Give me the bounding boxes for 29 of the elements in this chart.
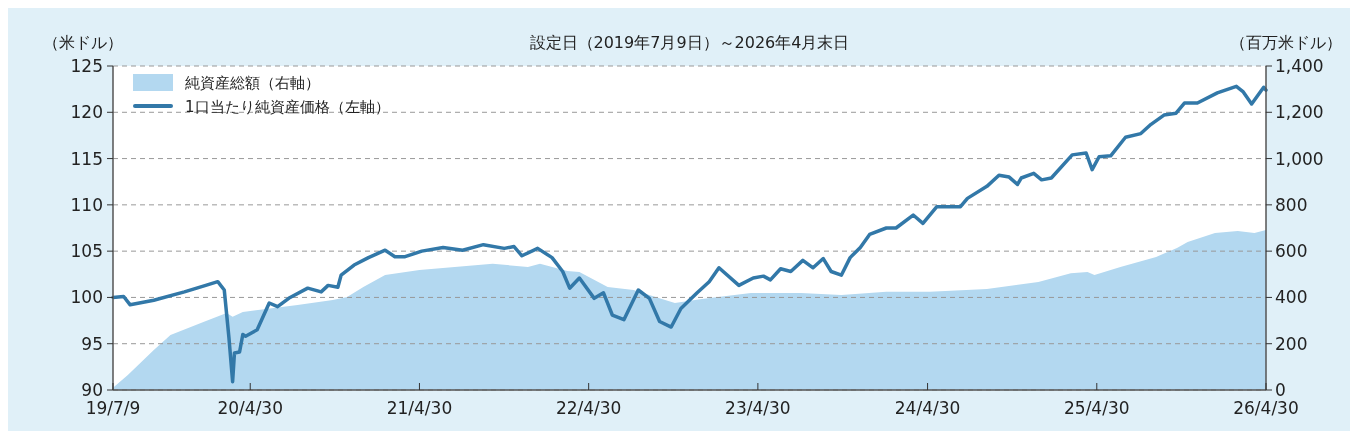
y2-tick-label: 600 [1275,241,1308,262]
x-tick-label: 24/4/30 [894,398,961,418]
y2-axis-title: （百万米ドル） [1230,33,1342,52]
x-tick-label: 22/4/30 [555,398,622,418]
y2-tick-label: 1,000 [1275,148,1324,169]
x-tick-label: 25/4/30 [1064,398,1130,418]
x-tick-label: 26/4/30 [1233,398,1299,418]
y-tick-label: 90 [81,380,103,400]
x-tick-label: 21/4/30 [386,398,453,418]
y-axis-title: （米ドル） [43,33,123,52]
y2-tick-label: 1,400 [1275,56,1324,76]
y-tick-label: 100 [70,287,103,308]
x-tick-label: 23/4/30 [725,398,791,418]
y-tick-label: 115 [70,148,103,169]
y2-tick-label: 800 [1275,194,1308,215]
y2-tick-label: 400 [1275,287,1308,308]
y-tick-label: 110 [70,194,103,215]
legend-label: 1口当たり純資産価格（左軸） [185,98,390,116]
legend-label: 純資産総額（右軸） [185,74,320,92]
y-tick-label: 120 [70,102,103,123]
chart-title: 設定日（2019年7月9日）～2026年4月末日 [529,33,850,52]
y2-tick-label: 1,200 [1275,102,1324,123]
y2-tick-label: 200 [1275,333,1308,354]
x-tick-label: 20/4/30 [217,398,283,418]
y-tick-label: 95 [81,333,103,354]
x-tick-label: 19/7/9 [85,398,141,418]
y2-tick-label: 0 [1275,380,1286,400]
y-tick-label: 105 [70,241,103,262]
y-tick-label: 125 [70,56,103,76]
